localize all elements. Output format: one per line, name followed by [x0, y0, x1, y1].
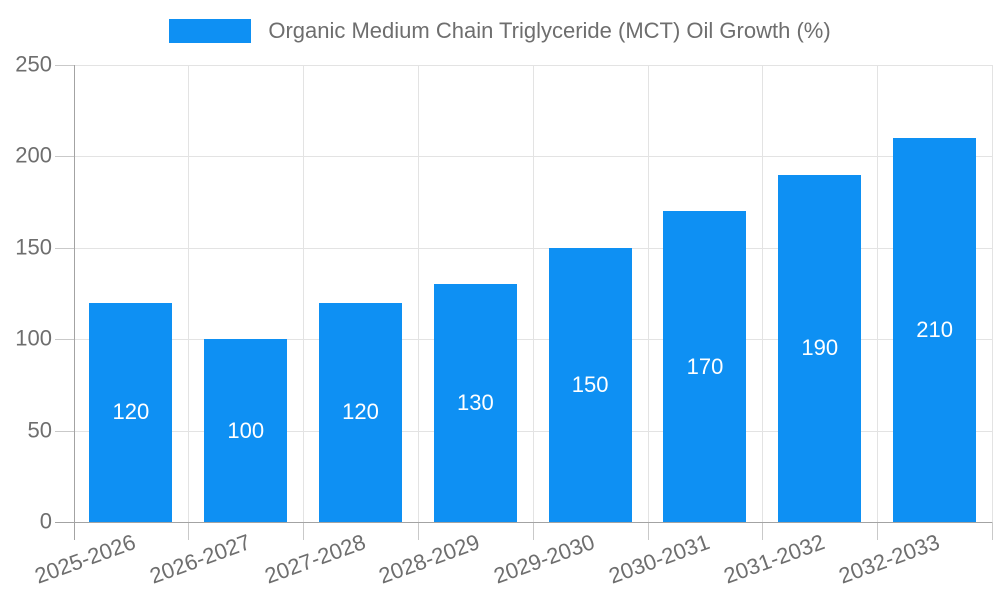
x-axis-tick	[303, 522, 305, 540]
x-axis-label: 2026-2027	[146, 529, 254, 589]
x-axis-tick	[417, 522, 419, 540]
x-gridline	[417, 65, 419, 522]
bar: 120	[319, 302, 403, 522]
legend[interactable]: Organic Medium Chain Triglyceride (MCT) …	[0, 18, 1000, 44]
x-axis-tick	[188, 522, 190, 540]
bar-value-label: 120	[342, 399, 379, 425]
bar: 210	[893, 138, 977, 522]
x-gridline	[647, 65, 649, 522]
x-gridline	[992, 65, 993, 522]
x-axis-label: 2029-2030	[490, 529, 599, 589]
x-gridline	[877, 65, 879, 522]
bar-value-label: 170	[686, 353, 724, 379]
bar: 150	[548, 247, 632, 522]
y-axis-tick	[54, 247, 74, 249]
bar-value-label: 210	[916, 317, 953, 343]
x-gridline	[532, 65, 534, 522]
y-axis-label: 0	[39, 508, 52, 534]
x-axis-label: 2025-2026	[31, 529, 139, 589]
legend-swatch	[169, 19, 252, 43]
x-axis-line	[54, 522, 992, 523]
bar: 170	[663, 211, 747, 522]
x-axis-label: 2027-2028	[260, 529, 369, 589]
bar-value-label: 130	[456, 390, 494, 416]
y-axis-tick	[54, 339, 74, 341]
y-axis-label: 100	[15, 325, 52, 351]
legend-label: Organic Medium Chain Triglyceride (MCT) …	[268, 18, 831, 43]
y-axis-label: 50	[27, 417, 52, 443]
y-axis-tick	[54, 430, 74, 432]
x-axis-tick	[877, 522, 879, 540]
bar-value-label: 120	[112, 399, 150, 425]
x-axis-tick	[532, 522, 534, 540]
y-axis-label: 200	[15, 142, 52, 168]
x-axis-label: 2031-2032	[720, 529, 828, 589]
x-axis-tick	[647, 522, 649, 540]
bar-value-label: 190	[801, 335, 839, 361]
x-axis-label: 2030-2031	[605, 529, 713, 589]
bar: 100	[204, 339, 288, 522]
bar-value-label: 100	[227, 417, 265, 443]
x-gridline	[303, 65, 305, 522]
y-axis-label: 150	[15, 234, 52, 260]
bar: 190	[778, 174, 862, 522]
bar: 120	[89, 302, 173, 522]
y-axis-tick	[54, 65, 74, 66]
x-gridline	[188, 65, 190, 522]
y-axis-label: 250	[15, 51, 52, 77]
x-axis-tick	[762, 522, 764, 540]
x-axis-tick	[992, 522, 993, 540]
x-axis-label: 2032-2033	[835, 529, 943, 589]
bar-value-label: 150	[571, 371, 609, 397]
y-axis-tick	[54, 156, 74, 158]
y-axis-line	[73, 65, 75, 540]
x-gridline	[762, 65, 764, 522]
bar: 130	[433, 284, 517, 522]
x-axis-label: 2028-2029	[375, 529, 484, 589]
